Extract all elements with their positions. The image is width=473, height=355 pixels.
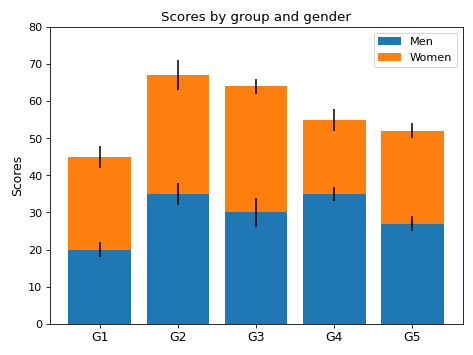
Legend: Men, Women: Men, Women bbox=[373, 33, 456, 67]
Bar bbox=[381, 224, 443, 324]
Bar bbox=[68, 250, 131, 324]
Bar bbox=[225, 87, 287, 213]
Y-axis label: Scores: Scores bbox=[11, 155, 24, 196]
Bar bbox=[225, 213, 287, 324]
Bar bbox=[147, 75, 209, 194]
Bar bbox=[68, 157, 131, 250]
Bar bbox=[303, 194, 365, 324]
Bar bbox=[303, 120, 365, 194]
Title: Scores by group and gender: Scores by group and gender bbox=[161, 11, 350, 24]
Bar bbox=[147, 194, 209, 324]
Bar bbox=[381, 131, 443, 224]
